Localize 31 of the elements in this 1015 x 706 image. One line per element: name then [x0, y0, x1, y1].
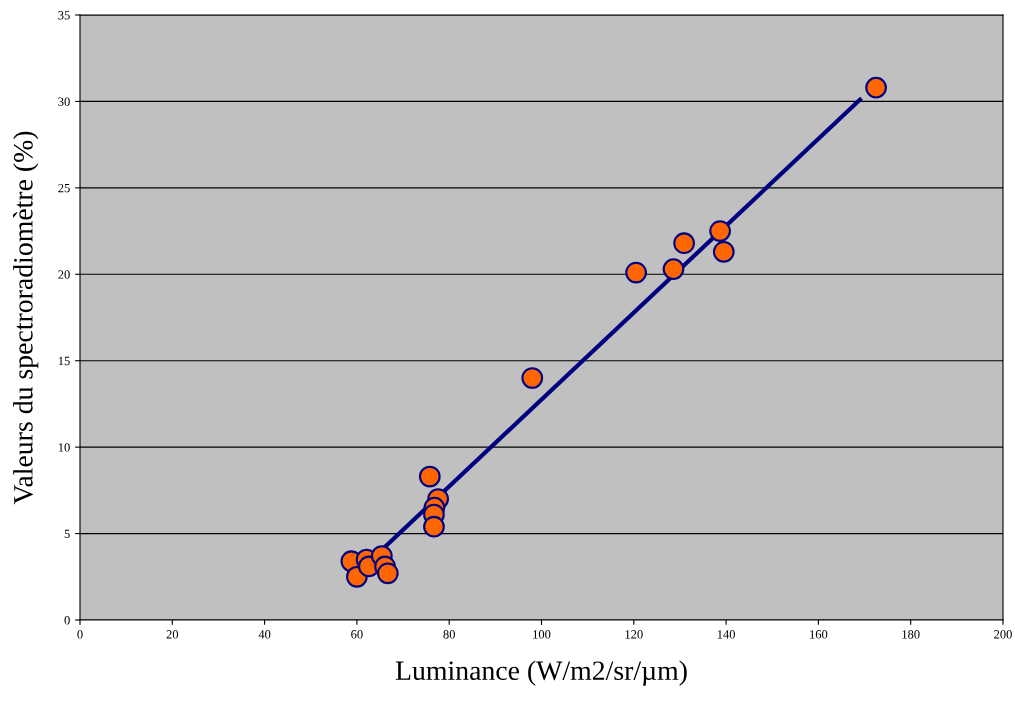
- point: [865, 76, 887, 99]
- point: [712, 240, 735, 263]
- point: [625, 261, 647, 284]
- x-tick-label: 0: [77, 630, 83, 639]
- x-tick-label: 60: [351, 630, 363, 639]
- x-tick-label: 100: [533, 630, 551, 639]
- x-tick-label: 40: [258, 630, 271, 639]
- y-tick-label: 15: [58, 356, 70, 366]
- x-tick-label: 160: [810, 630, 828, 639]
- y-tick-label: 25: [58, 183, 70, 193]
- y-tick-label: 10: [58, 443, 70, 452]
- point: [423, 515, 445, 538]
- x-tick-label: 80: [443, 630, 455, 639]
- y-tick-label: 5: [64, 529, 70, 539]
- x-tick-label: 180: [902, 630, 920, 639]
- x-axis-title: Luminance (W/m2/sr/µm): [395, 660, 687, 686]
- point: [673, 232, 695, 255]
- point: [418, 465, 441, 488]
- point: [376, 562, 399, 585]
- x-tick-label: 20: [166, 630, 179, 639]
- x-tick-label: 120: [625, 630, 643, 639]
- y-tick-label: 20: [58, 270, 70, 279]
- x-tick-label: 200: [994, 630, 1012, 639]
- y-tick-label: 30: [58, 97, 70, 106]
- point: [521, 367, 544, 389]
- point: [662, 258, 685, 280]
- y-tick-label: 35: [58, 11, 70, 20]
- point: [709, 220, 731, 242]
- y-tick-label: 0: [64, 616, 70, 625]
- y-axis-title: Valeurs du spectroradiomètre (%): [13, 131, 39, 505]
- x-tick-label: 140: [717, 630, 735, 639]
